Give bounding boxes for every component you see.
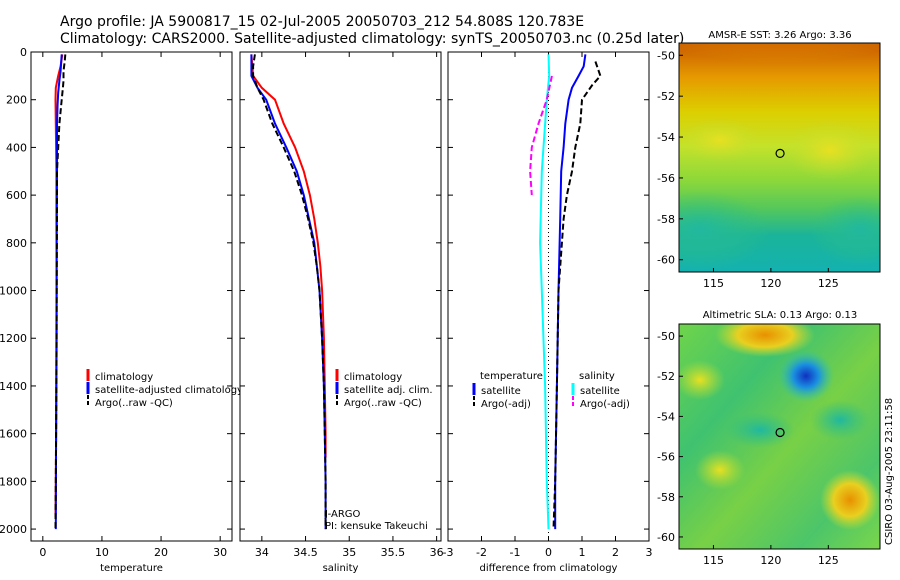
salinity-x-axis-label: salinity — [323, 563, 359, 574]
sst-map-warm-region — [679, 43, 880, 93]
y-tick-label: 400 — [6, 141, 27, 154]
y-tick-label: 600 — [6, 189, 27, 202]
x-tick-label: -3 — [443, 546, 454, 559]
x-tick-label: 35 — [342, 546, 356, 559]
y-tick-label: -52 — [657, 90, 675, 103]
sst_map-frame — [678, 42, 881, 273]
side-credit: CSIRO 03-Aug-2005 23:11:58 — [884, 398, 895, 545]
panel-annotation: PI: kensuke Takeuchi — [325, 521, 428, 532]
x-tick-label: 34.5 — [293, 546, 318, 559]
legend-heading: salinity — [579, 371, 615, 382]
difference-series-line — [529, 75, 553, 196]
sst-map-mid-region — [680, 118, 760, 162]
y-tick-label: 2000 — [0, 523, 27, 536]
sla_map-frame — [678, 323, 881, 550]
temperature-x-axis-label: temperature — [100, 563, 163, 574]
x-tick-label: 20 — [154, 546, 168, 559]
sla-map-title: Altimetric SLA: 0.13 Argo: 0.13 — [703, 310, 858, 321]
y-tick-label: -52 — [657, 370, 675, 383]
y-tick-label: -56 — [657, 451, 675, 464]
figure-title-line-1: Argo profile: JA 5900817_15 02-Jul-2005 … — [60, 14, 584, 30]
x-tick-label: 125 — [818, 277, 839, 290]
y-tick-label: 800 — [6, 237, 27, 250]
y-tick-label: -54 — [657, 410, 675, 423]
legend-label: Argo(..raw -QC) — [95, 398, 173, 409]
sla-map-low-anomaly — [778, 350, 834, 402]
y-tick-label: -60 — [657, 254, 675, 267]
legend-label: climatology — [95, 372, 153, 383]
legend-label: Argo(-adj) — [580, 399, 630, 410]
salinity-series-line — [250, 54, 327, 458]
x-tick-label: 115 — [703, 277, 724, 290]
difference-series-line — [552, 61, 602, 530]
salinity-panel: 34 34.5 35 35.5 36 salinity climatology satelli… — [239, 51, 444, 574]
sla-map-low-anomaly — [725, 412, 795, 448]
y-tick-label: 200 — [6, 94, 27, 107]
x-tick-label: 0 — [545, 546, 552, 559]
y-tick-label: -54 — [657, 131, 675, 144]
sst-map-cool-region — [810, 195, 880, 265]
y-tick-label: 1800 — [0, 475, 27, 488]
y-tick-label: 0 — [20, 46, 27, 59]
salinity-series-line — [252, 54, 327, 530]
figure-title-line-2: Climatology: CARS2000. Satellite-adjuste… — [60, 31, 684, 47]
legend-label: satellite adj. clim. — [344, 385, 433, 396]
x-tick-label: 10 — [95, 546, 109, 559]
salinity-plot-area — [239, 51, 442, 542]
legend-label: climatology — [344, 372, 402, 383]
y-tick-label: -56 — [657, 172, 675, 185]
temperature-panel: 0 10 20 30 0 200 400 600 800 1000 1200 1400 1600 1800… — [0, 46, 243, 574]
sst-map-axes: 115 120 125 -50 -52 -54 -56 -58 -60 — [657, 42, 881, 290]
argo-position-marker — [775, 427, 785, 438]
sla-map — [679, 324, 880, 549]
y-tick-label: -60 — [657, 531, 675, 544]
sla-map-high-anomaly — [715, 324, 815, 357]
y-tick-label: 1400 — [0, 380, 27, 393]
legend-label: Argo(-adj) — [481, 399, 531, 410]
panel-annotation: J-ARGO — [324, 509, 361, 520]
x-tick-label: 34 — [255, 546, 269, 559]
sst-map — [679, 43, 880, 272]
temperature-plot-area — [30, 51, 233, 542]
x-tick-label: 115 — [703, 554, 724, 567]
temperature-series-line — [54, 54, 67, 530]
sla-map-high-anomaly — [695, 450, 745, 490]
x-tick-label: -2 — [476, 546, 487, 559]
x-tick-label: -1 — [510, 546, 521, 559]
y-tick-label: -58 — [657, 213, 675, 226]
y-tick-label: -50 — [657, 49, 675, 62]
sst-map-title: AMSR-E SST: 3.26 Argo: 3.36 — [708, 30, 851, 41]
sla-map-axes: 115 120 125 -50 -52 -54 -56 -58 -60 — [657, 323, 881, 567]
sla-map-high-anomaly — [679, 360, 725, 400]
difference-x-axis-label: difference from climatology — [480, 563, 618, 574]
legend-label: satellite-adjusted climatology — [95, 385, 243, 396]
legend-label: satellite — [580, 386, 620, 397]
x-tick-label: 30 — [213, 546, 227, 559]
x-tick-label: 35.5 — [381, 546, 406, 559]
y-tick-label: 1200 — [0, 332, 27, 345]
x-tick-label: 36 — [430, 546, 444, 559]
sst-map-cool-region — [679, 190, 770, 270]
legend-label: satellite — [481, 386, 521, 397]
difference-series-line — [539, 54, 551, 530]
sst-map-mid-region — [785, 120, 875, 180]
y-tick-label: -58 — [657, 491, 675, 504]
sla-map-low-anomaly — [810, 400, 870, 440]
y-tick-label: -50 — [657, 330, 675, 343]
x-tick-label: 120 — [760, 554, 781, 567]
y-tick-label: 1000 — [0, 285, 27, 298]
legend-label: Argo(..raw -QC) — [344, 398, 422, 409]
x-tick-label: 3 — [646, 546, 653, 559]
difference-panel: -3 -2 -1 0 1 2 3 difference from climatology tem… — [443, 51, 653, 574]
x-tick-label: 0 — [39, 546, 46, 559]
y-tick-label: 1600 — [0, 428, 27, 441]
legend-heading: temperature — [480, 371, 543, 382]
x-tick-label: 2 — [612, 546, 619, 559]
argo-position-marker — [775, 148, 785, 159]
sla-map-high-anomaly — [820, 470, 880, 530]
x-tick-label: 125 — [818, 554, 839, 567]
x-tick-label: 1 — [579, 546, 586, 559]
x-tick-label: 120 — [760, 277, 781, 290]
